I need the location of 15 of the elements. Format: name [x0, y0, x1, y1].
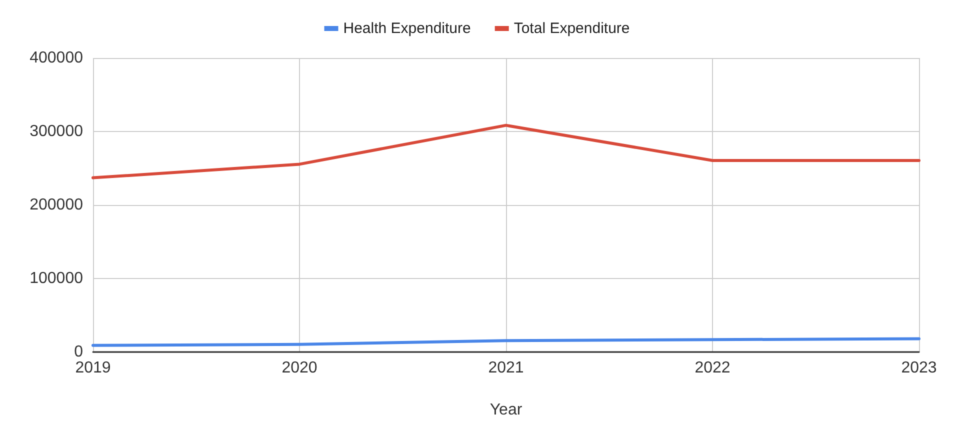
legend-label: Total Expenditure: [514, 20, 630, 37]
x-tick-label: 2020: [282, 360, 318, 376]
x-tick-label: 2019: [75, 360, 111, 376]
y-tick-label: 400000: [30, 50, 84, 66]
y-tick-label: 100000: [30, 270, 84, 287]
y-tick-label: 200000: [30, 196, 84, 214]
x-axis-title: Year: [490, 402, 523, 418]
x-tick-label: 2021: [488, 360, 524, 376]
legend-label: Health Expenditure: [343, 20, 471, 37]
x-tick-label: 2022: [694, 360, 730, 376]
x-tick-label: 2023: [901, 360, 937, 376]
y-tick-label: 0: [74, 344, 84, 360]
line-series: [92, 337, 920, 347]
line-series: [92, 124, 920, 180]
y-tick-label: 300000: [30, 123, 84, 140]
